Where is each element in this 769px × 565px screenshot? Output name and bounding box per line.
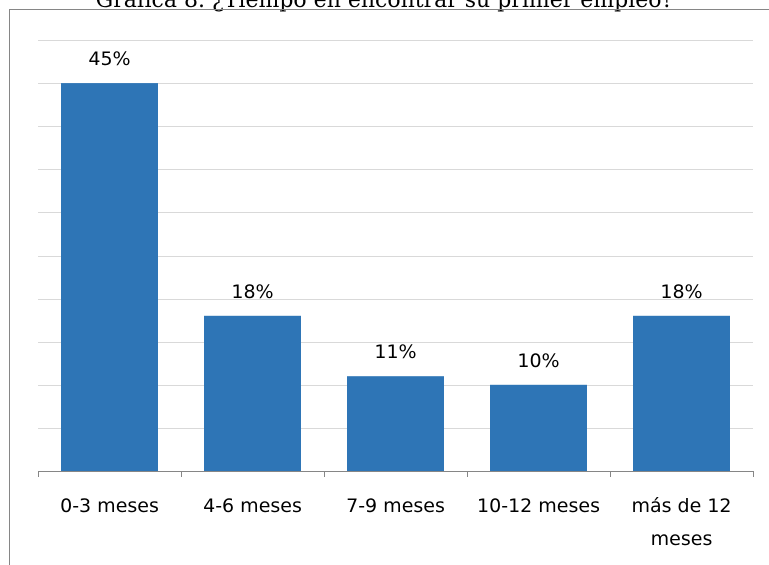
data-label-3: 10% bbox=[517, 350, 559, 372]
category-label-0: 0-3 meses bbox=[60, 495, 159, 517]
category-labels: 0-3 meses 4-6 meses 7-9 meses 10-12 meses má… bbox=[60, 495, 731, 550]
data-label-4: 18% bbox=[660, 281, 702, 303]
category-label-3: 10-12 meses bbox=[477, 495, 600, 517]
data-label-2: 11% bbox=[374, 341, 416, 363]
bar-3 bbox=[490, 384, 587, 471]
category-label-1: 4-6 meses bbox=[203, 495, 302, 517]
category-label-2: 7-9 meses bbox=[346, 495, 445, 517]
bar-1 bbox=[204, 315, 301, 471]
bar-2 bbox=[347, 376, 444, 471]
x-axis bbox=[38, 471, 754, 477]
chart-border bbox=[9, 9, 769, 565]
category-label-4: más de 12 meses bbox=[631, 495, 731, 550]
data-labels: 45% 18% 11% 10% 18% bbox=[88, 48, 702, 372]
bar-4 bbox=[633, 315, 730, 471]
bar-0 bbox=[61, 83, 158, 471]
bars bbox=[61, 83, 730, 471]
data-label-0: 45% bbox=[88, 48, 130, 70]
data-label-1: 18% bbox=[231, 281, 273, 303]
